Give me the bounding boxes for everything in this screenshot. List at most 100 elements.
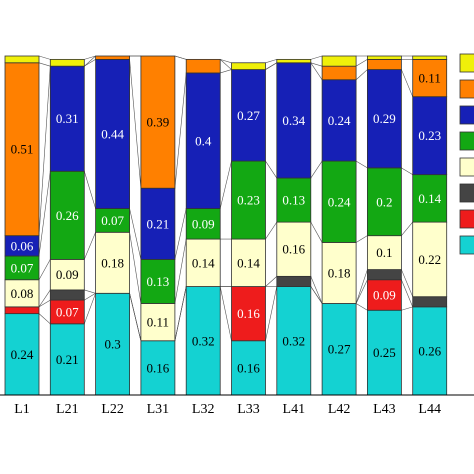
bar-segment-L44-7 [412,55,448,60]
data-label-L43-1: 0.09 [373,287,396,302]
bar-segment-L43-1 [366,279,402,311]
connector-line [84,293,96,324]
data-label-L44-5: 0.23 [418,128,441,143]
data-label-L22-5: 0.44 [101,126,124,141]
bar-segment-L33-1 [231,286,266,342]
data-label-L1-4: 0.07 [11,260,34,275]
legend-swatch [459,79,474,99]
legend-swatch [459,235,474,255]
connector-line [220,59,232,64]
data-label-L42-0: 0.27 [328,342,351,357]
connector-line [84,55,96,67]
bar-segment-L21-7 [49,58,85,67]
data-label-L1-5: 0.06 [11,238,34,253]
data-label-L43-3: 0.1 [376,245,392,260]
data-label-L32-3: 0.14 [192,255,215,270]
connector-line [401,306,413,311]
connector-line [265,221,278,240]
connector-line [265,59,277,64]
connector-line [355,303,368,311]
connector-line [265,276,278,287]
bar-segment-L31-6 [140,55,176,189]
bar-L41 [276,58,312,396]
bar-segment-L21-5 [49,65,85,172]
bar-segment-L21-4 [49,170,85,260]
connector-line [38,313,51,325]
connector-line [38,62,51,67]
connector-line [219,59,232,70]
connector-line [265,160,278,179]
connector-line [219,161,232,209]
bar-segment-L22-6 [95,55,130,60]
data-label-L41-5: 0.34 [282,113,305,128]
bar-L22 [95,55,130,396]
bar-segment-L21-2 [49,289,85,301]
bar-segment-L43-2 [366,269,402,281]
data-label-L33-3: 0.14 [237,255,260,270]
x-tick-label-L1: L1 [14,402,30,417]
bar-segment-L41-7 [276,58,312,64]
connector-line [129,293,142,341]
data-label-L22-0: 0.3 [104,337,120,352]
connector-line [84,59,96,67]
connector-line [84,293,96,301]
legend-swatch [459,209,474,229]
connector-line [355,279,368,304]
connector-line [355,69,368,80]
connector-line [38,171,51,257]
data-label-L21-5: 0.31 [56,111,79,126]
x-tick-label-L21: L21 [56,402,79,417]
connector-line [401,279,413,307]
bar-segment-L22-0 [95,292,130,396]
bar-segment-L41-5 [276,62,312,179]
connector-line [129,59,142,189]
bar-segment-L32-5 [185,72,221,209]
connector-line [219,286,232,341]
legend-swatch [459,131,474,151]
connector-line [310,62,323,67]
bar-segment-L1-1 [4,306,40,315]
bar-L44 [412,55,448,396]
data-label-L44-4: 0.14 [418,191,441,206]
data-label-L31-4: 0.13 [147,274,170,289]
connector-line [401,221,413,236]
bar-L1 [4,55,40,396]
bar-segment-L44-5 [412,96,448,176]
connector-line [38,66,51,236]
data-label-L31-5: 0.21 [147,216,170,231]
data-label-L22-4: 0.07 [101,213,124,228]
legend-swatch [459,157,474,177]
connector-line [355,269,368,304]
connector-line [38,259,51,280]
connector-line [310,276,323,304]
x-tick-label-L44: L44 [418,402,441,417]
data-label-L21-1: 0.07 [56,304,79,319]
bar-segment-L42-7 [321,55,357,67]
bars-group [4,55,448,396]
bar-L32 [185,58,221,396]
data-label-L32-4: 0.09 [192,216,215,231]
data-label-L1-3: 0.08 [11,286,34,301]
data-label-L33-0: 0.16 [237,360,260,375]
bar-segment-L32-4 [185,208,221,240]
data-label-L44-0: 0.26 [418,343,441,358]
data-label-L44-6: 0.11 [419,71,441,86]
bar-segment-L43-0 [366,309,402,396]
bar-segment-L1-7 [4,55,40,64]
data-label-L32-0: 0.32 [192,333,215,348]
connector-line [174,239,187,304]
bar-segment-L32-0 [185,286,221,396]
connector-line [310,286,323,304]
bar-segment-L21-3 [49,258,85,291]
bar-segment-L33-3 [231,238,266,287]
connector-line [265,286,278,341]
connector-line [84,171,96,209]
connector-line [174,72,187,189]
connector-line [174,208,187,260]
data-label-L43-5: 0.29 [373,111,396,126]
bar-segment-L42-4 [321,160,357,243]
connector-line [355,160,368,169]
bar-L43 [366,55,402,396]
data-label-L43-0: 0.25 [373,345,396,360]
